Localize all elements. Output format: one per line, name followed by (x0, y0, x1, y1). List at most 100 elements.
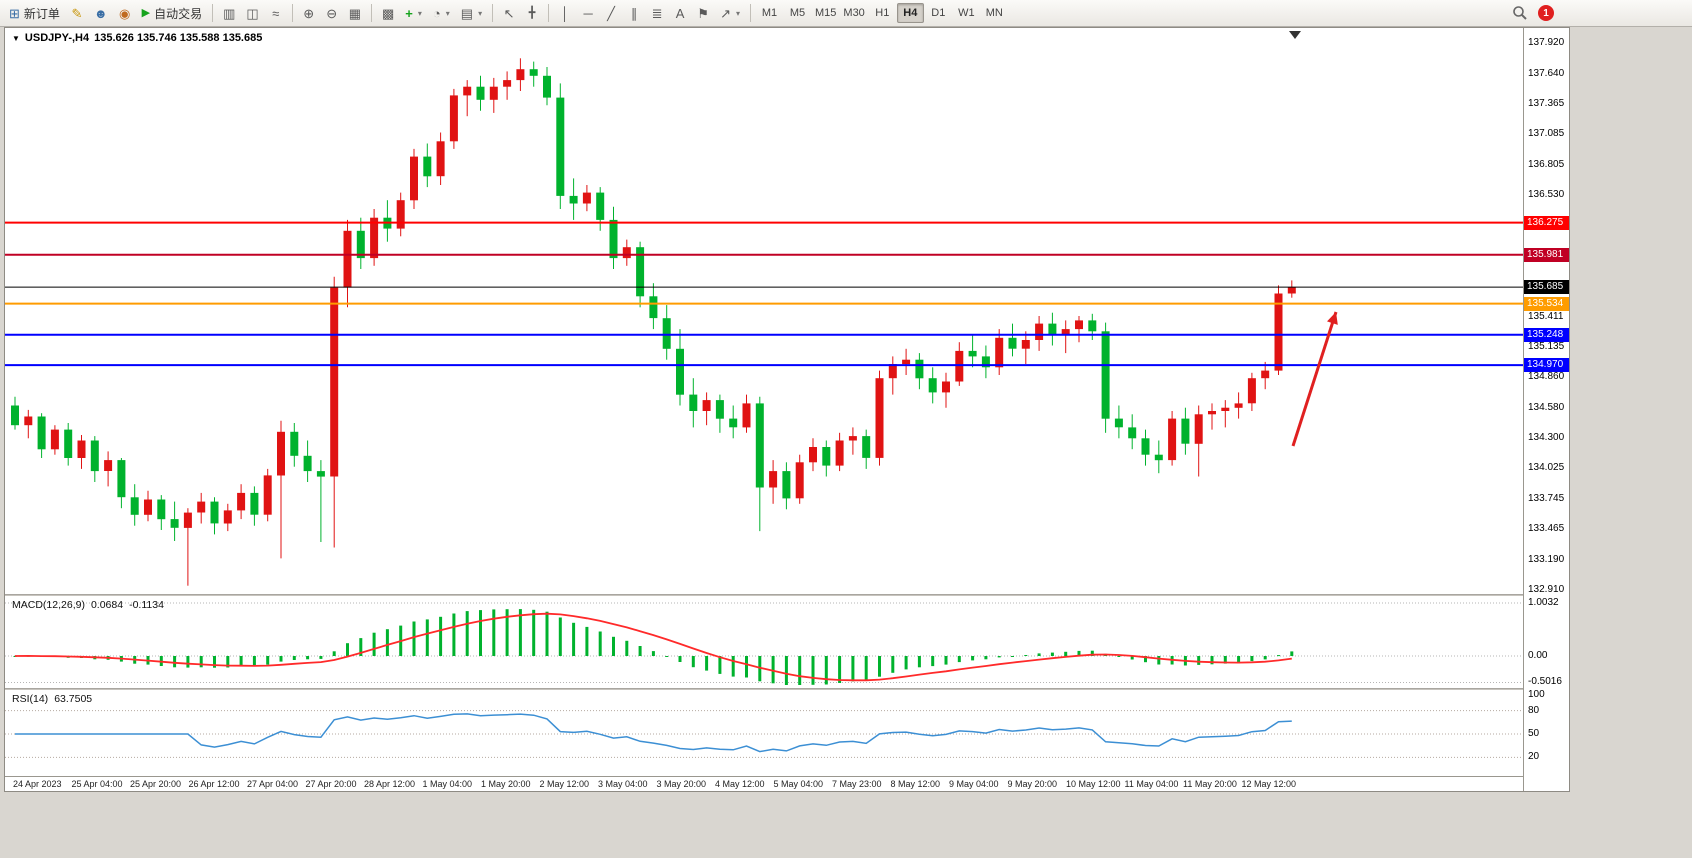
periods-button[interactable]: ◔ ▾ (428, 2, 455, 24)
fibonacci-button[interactable]: ≣ (646, 2, 668, 24)
timeframe-w1-button[interactable]: W1 (953, 3, 980, 23)
channel-button[interactable]: ∥ (623, 2, 645, 24)
timeframe-h4-button[interactable]: H4 (896, 3, 924, 23)
fibonacci-icon: ≣ (651, 5, 663, 21)
price-tick: 135.411 (1528, 310, 1564, 322)
chart-menu-icon[interactable]: ▼ (12, 33, 20, 43)
community-button[interactable]: ☻ (89, 2, 113, 24)
toolbar-separator (291, 4, 293, 22)
search-icon[interactable] (1512, 5, 1528, 21)
price-tick: 134.025 (1528, 462, 1565, 474)
timeframe-m1-button[interactable]: M1 (756, 3, 783, 23)
autotrading-icon: ▶ (141, 6, 151, 19)
timeframe-d1-button[interactable]: D1 (925, 3, 952, 23)
news-button[interactable]: ◉ (114, 2, 136, 24)
price-tick: 137.640 (1528, 67, 1565, 79)
price-scale[interactable]: 137.920 137.640 137.365 137.085 136.805 136.5… (1523, 28, 1569, 791)
time-label: 1 May 04:00 (422, 779, 473, 789)
grid-button[interactable]: ▩ (377, 2, 399, 24)
templates-button[interactable]: ▤ ▾ (456, 2, 487, 24)
timeframe-h1-button[interactable]: H1 (869, 3, 896, 23)
macd-signal-value: -0.1134 (129, 599, 164, 611)
timeframe-m30-button[interactable]: M30 (840, 3, 867, 23)
candlestick-button[interactable]: ◫ (241, 2, 263, 24)
indicators-button[interactable]: + ▾ (400, 2, 427, 24)
price-tick: 137.085 (1528, 128, 1565, 140)
bar-chart-button[interactable]: ▥ (218, 2, 240, 24)
horizontal-line-icon: ─ (583, 5, 593, 21)
notification-badge[interactable]: 1 (1538, 5, 1554, 21)
main-chart-pane[interactable] (5, 28, 1523, 594)
timeframe-m15-button[interactable]: M15 (812, 3, 839, 23)
candlestick-icon: ◫ (246, 5, 259, 21)
rsi-tick: 50 (1528, 728, 1540, 739)
metaeditor-button[interactable]: ✎ (66, 2, 88, 24)
time-label: 10 May 12:00 (1066, 779, 1121, 789)
text-label-icon: ⚑ (697, 5, 709, 21)
timeframe-m5-button[interactable]: M5 (784, 3, 811, 23)
chart-ohlc-values: 135.626 135.746 135.588 135.685 (94, 32, 263, 44)
arrows-button[interactable]: ↗ ▾ (715, 2, 745, 24)
rsi-pane[interactable] (5, 690, 1523, 776)
time-label: 3 May 04:00 (598, 779, 648, 789)
rsi-pane-separator[interactable] (5, 688, 1569, 690)
price-level-badge: 136.275 (1524, 215, 1569, 230)
time-label: 28 Apr 12:00 (364, 779, 416, 789)
price-tick: 133.745 (1528, 492, 1565, 504)
chart-shift-marker[interactable] (1289, 31, 1301, 39)
price-tick: 134.300 (1528, 432, 1565, 444)
time-label: 27 Apr 04:00 (247, 779, 299, 789)
price-tick: 136.530 (1528, 188, 1565, 200)
macd-plot (5, 602, 1523, 685)
time-label: 25 Apr 04:00 (71, 779, 123, 789)
time-label: 24 Apr 2023 (13, 779, 62, 789)
horizontal-line-button[interactable]: ─ (577, 2, 599, 24)
price-tick: 134.580 (1528, 401, 1565, 413)
template-icon: ▤ (460, 5, 474, 21)
zoom-out-button[interactable]: ⊖ (321, 2, 343, 24)
metaeditor-icon: ✎ (71, 5, 83, 21)
timeframe-mn-button[interactable]: MN (981, 3, 1008, 23)
text-icon: A (675, 5, 685, 21)
top-toolbar: ⊞ 新订单 ✎ ☻ ◉ ▶ 自动交易 ▥ ◫ ≈ ⊕ ⊖ ▦ ▩ + ▾ ◔ ▾ (0, 0, 1692, 27)
line-chart-button[interactable]: ≈ (265, 2, 287, 24)
templates-caret-icon: ▾ (478, 8, 483, 18)
trendline-button[interactable]: ╱ (600, 2, 622, 24)
zoom-out-icon: ⊖ (326, 5, 338, 21)
text-button[interactable]: A (669, 2, 691, 24)
toolbar-separator (370, 4, 372, 22)
rsi-tick: 80 (1528, 704, 1540, 716)
toolbar-separator (548, 4, 550, 22)
crosshair-button[interactable]: ╋ (521, 2, 543, 24)
price-tick: 132.910 (1528, 584, 1565, 596)
time-label: 27 Apr 20:00 (305, 779, 357, 789)
time-label: 5 May 04:00 (773, 779, 824, 789)
autotrading-button[interactable]: ▶ 自动交易 (137, 2, 207, 24)
new-order-button[interactable]: ⊞ 新订单 (4, 2, 65, 24)
chart-symbol-period: USDJPY-,H4 (24, 32, 90, 44)
text-label-button[interactable]: ⚑ (692, 2, 714, 24)
horizontal-level-lines[interactable] (5, 221, 1523, 367)
macd-pane-separator[interactable] (5, 594, 1569, 596)
macd-tick: -0.5016 (1528, 676, 1562, 688)
arrow-annotation[interactable] (1291, 311, 1338, 447)
arrows-caret-icon: ▾ (735, 8, 740, 18)
autotrading-label: 自动交易 (154, 6, 203, 21)
new-order-icon: ⊞ (9, 5, 20, 21)
macd-pane[interactable] (5, 596, 1523, 688)
zoom-in-button[interactable]: ⊕ (298, 2, 320, 24)
vertical-line-icon: │ (561, 5, 570, 21)
time-label: 4 May 12:00 (715, 779, 765, 789)
time-label: 26 Apr 12:00 (188, 779, 240, 789)
cursor-icon: ↖ (503, 5, 515, 21)
cursor-button[interactable]: ↖ (498, 2, 520, 24)
auto-arrange-button[interactable]: ▦ (344, 2, 366, 24)
zoom-in-icon: ⊕ (303, 5, 315, 21)
line-chart-icon: ≈ (272, 5, 280, 21)
chart-window: ▼ USDJPY-,H4 135.626 135.746 135.588 135… (4, 27, 1570, 792)
toolbar-right-group: 1 (1512, 5, 1554, 21)
time-axis[interactable]: 24 Apr 2023 25 Apr 04:00 25 Apr 20:00 26 Ap… (5, 776, 1523, 791)
vertical-line-button[interactable]: │ (554, 2, 576, 24)
trendline-icon: ╱ (607, 5, 615, 21)
macd-label: MACD(12,26,9) 0.0684 -0.1134 (12, 599, 164, 611)
